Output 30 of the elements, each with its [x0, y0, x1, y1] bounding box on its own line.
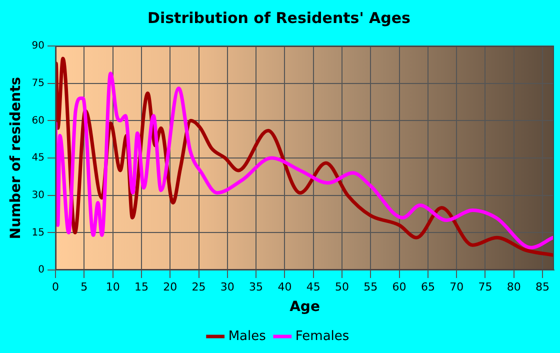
y-tick-label: 60 [32, 115, 45, 126]
y-tick-label: 0 [38, 264, 45, 276]
y-tick-label: 90 [32, 40, 45, 52]
x-tick-label: 5 [80, 280, 88, 294]
y-tick-label: 75 [32, 78, 45, 89]
x-tick-label: 25 [192, 280, 206, 294]
x-tick-label: 55 [364, 280, 378, 294]
x-tick-label: 15 [134, 280, 148, 294]
legend-label: Males [228, 328, 266, 344]
y-tick-label: 45 [32, 152, 45, 164]
x-tick-label: 85 [536, 280, 550, 294]
x-tick-label: 40 [278, 280, 292, 294]
x-tick-label: 60 [392, 280, 406, 294]
x-tick-label: 70 [450, 280, 464, 294]
x-tick-label: 0 [52, 280, 60, 294]
x-tick-label: 80 [506, 280, 521, 294]
y-axis-title: Number of residents [8, 76, 24, 240]
x-tick-label: 35 [249, 280, 264, 294]
x-axis-title: Age [290, 299, 320, 316]
y-tick-label: 30 [32, 190, 45, 201]
x-tick-label: 75 [478, 280, 492, 294]
y-tick-label: 15 [32, 227, 45, 238]
x-tick-label: 20 [163, 280, 178, 294]
x-tick-label: 65 [420, 280, 435, 294]
chart-title: Distribution of Residents' Ages [148, 8, 411, 27]
x-tick-label: 50 [335, 280, 350, 294]
x-tick-label: 45 [306, 280, 320, 294]
x-tick-label: 30 [220, 280, 234, 294]
legend-label: Females [295, 328, 350, 344]
x-tick-label: 10 [106, 280, 120, 294]
